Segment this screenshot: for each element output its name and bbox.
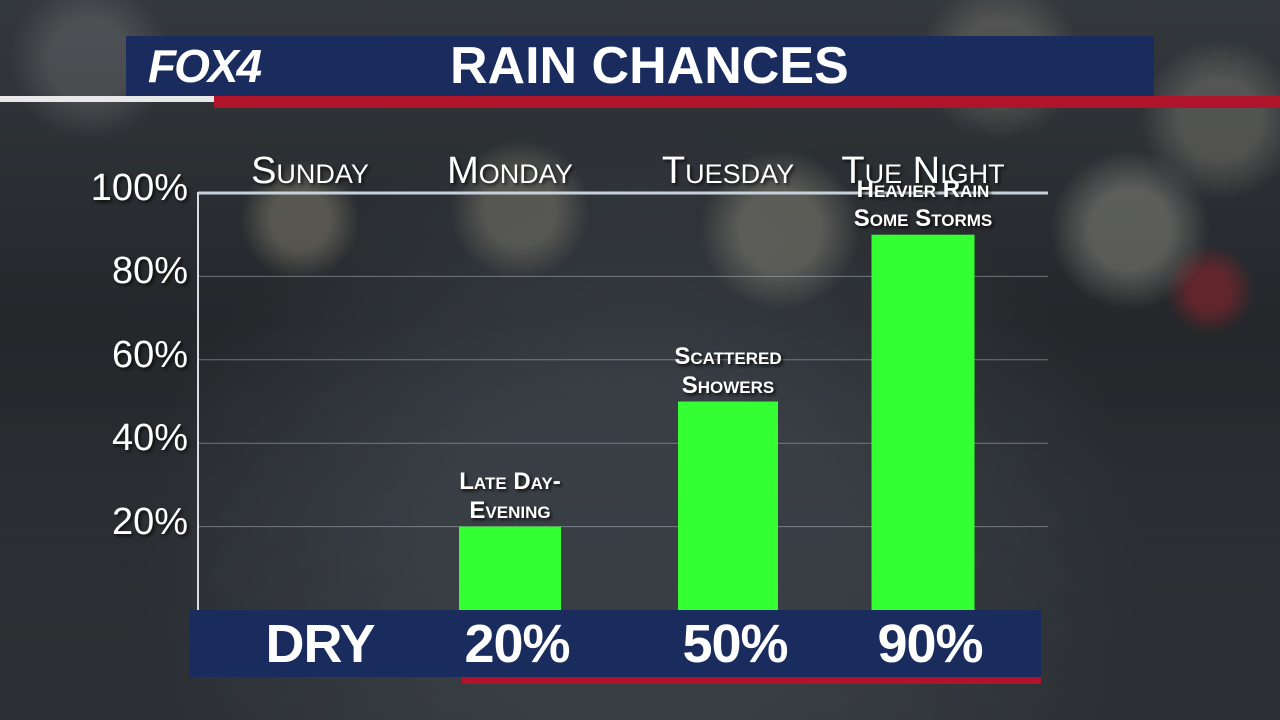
header-accent-white	[0, 96, 214, 102]
y-tick-label: 20%	[111, 500, 188, 543]
annotation-line: Heavier Rain	[856, 175, 990, 203]
page-title: RAIN CHANCES	[450, 37, 849, 95]
y-tick-label: 60%	[111, 333, 188, 376]
bar-annotation: Scattered Showers	[618, 342, 838, 400]
y-tick-label: 40%	[111, 417, 188, 460]
y-tick-label: 80%	[111, 250, 188, 293]
y-tick-label: 100%	[90, 167, 188, 209]
annotation-line: Late Day-	[459, 467, 561, 495]
day-label: Sunday	[251, 150, 369, 192]
footer-value: 20%	[464, 614, 570, 674]
bars	[459, 234, 975, 610]
annotation-line: Evening	[469, 496, 551, 524]
day-label: Tuesday	[661, 150, 795, 192]
footer-value: 50%	[682, 614, 788, 674]
fox4-logo: FOX4	[148, 40, 262, 92]
footer-value: DRY	[265, 614, 375, 674]
annotation-line: Some Storms	[853, 204, 993, 232]
annotation-line: Scattered	[674, 342, 782, 370]
header-bar	[126, 36, 1154, 96]
day-label: Tue Night	[841, 150, 1005, 192]
bar-tue-night	[871, 234, 975, 610]
annotation-line: Showers	[681, 371, 775, 399]
bar-annotation: Late Day- Evening	[400, 467, 620, 525]
header-accent-red	[214, 96, 1280, 108]
footer-accent-red	[462, 677, 1041, 684]
bar-tuesday	[678, 401, 778, 610]
footer-value: 90%	[877, 614, 983, 674]
bar-annotation: Heavier Rain Some Storms	[813, 175, 1033, 233]
day-label: Monday	[447, 150, 573, 192]
footer-bar	[189, 610, 1041, 677]
bar-monday	[459, 526, 561, 610]
